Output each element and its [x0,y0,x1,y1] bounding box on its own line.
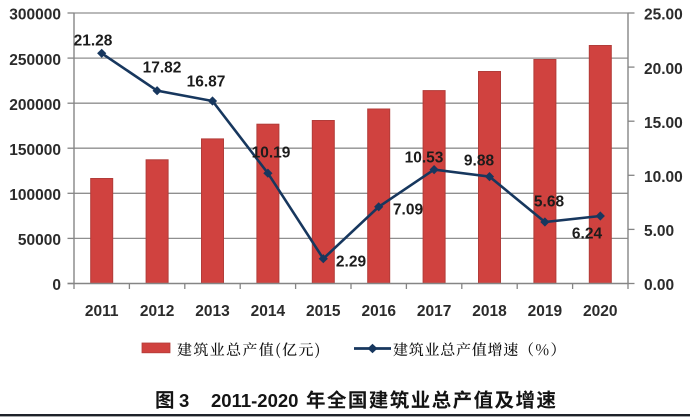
svg-text:3: 3 [179,390,189,411]
svg-text:9.88: 9.88 [464,152,495,169]
svg-text:2015: 2015 [306,303,341,320]
svg-text:2017: 2017 [417,303,451,320]
svg-text:100000: 100000 [9,187,61,204]
svg-text:10.00: 10.00 [644,169,683,186]
svg-text:0: 0 [52,277,61,294]
svg-text:2018: 2018 [472,303,507,320]
svg-text:2.29: 2.29 [336,253,367,270]
svg-text:2016: 2016 [361,303,396,320]
svg-text:6.24: 6.24 [572,225,603,242]
svg-text:2020: 2020 [583,303,617,320]
svg-text:50000: 50000 [18,232,61,249]
svg-text:2012: 2012 [140,303,174,320]
svg-text:16.87: 16.87 [187,73,226,90]
svg-text:17.82: 17.82 [143,59,182,76]
svg-text:15.00: 15.00 [644,115,683,132]
svg-text:2011: 2011 [85,303,119,320]
svg-text:7.09: 7.09 [393,201,424,218]
svg-text:5.00: 5.00 [644,223,674,240]
svg-text:200000: 200000 [9,97,61,114]
svg-text:10.53: 10.53 [405,149,444,166]
svg-text:0.00: 0.00 [644,277,674,294]
svg-text:2014: 2014 [251,303,286,320]
svg-text:20.00: 20.00 [644,61,683,78]
svg-text:250000: 250000 [9,52,61,69]
svg-text:25.00: 25.00 [644,7,683,24]
svg-text:2011-2020: 2011-2020 [211,390,298,411]
svg-text:5.68: 5.68 [534,193,565,210]
svg-text:2019: 2019 [528,303,563,320]
svg-text:10.19: 10.19 [252,144,291,161]
svg-text:300000: 300000 [9,7,61,24]
svg-text:150000: 150000 [9,142,61,159]
svg-text:2013: 2013 [195,303,230,320]
svg-text:21.28: 21.28 [74,32,113,49]
